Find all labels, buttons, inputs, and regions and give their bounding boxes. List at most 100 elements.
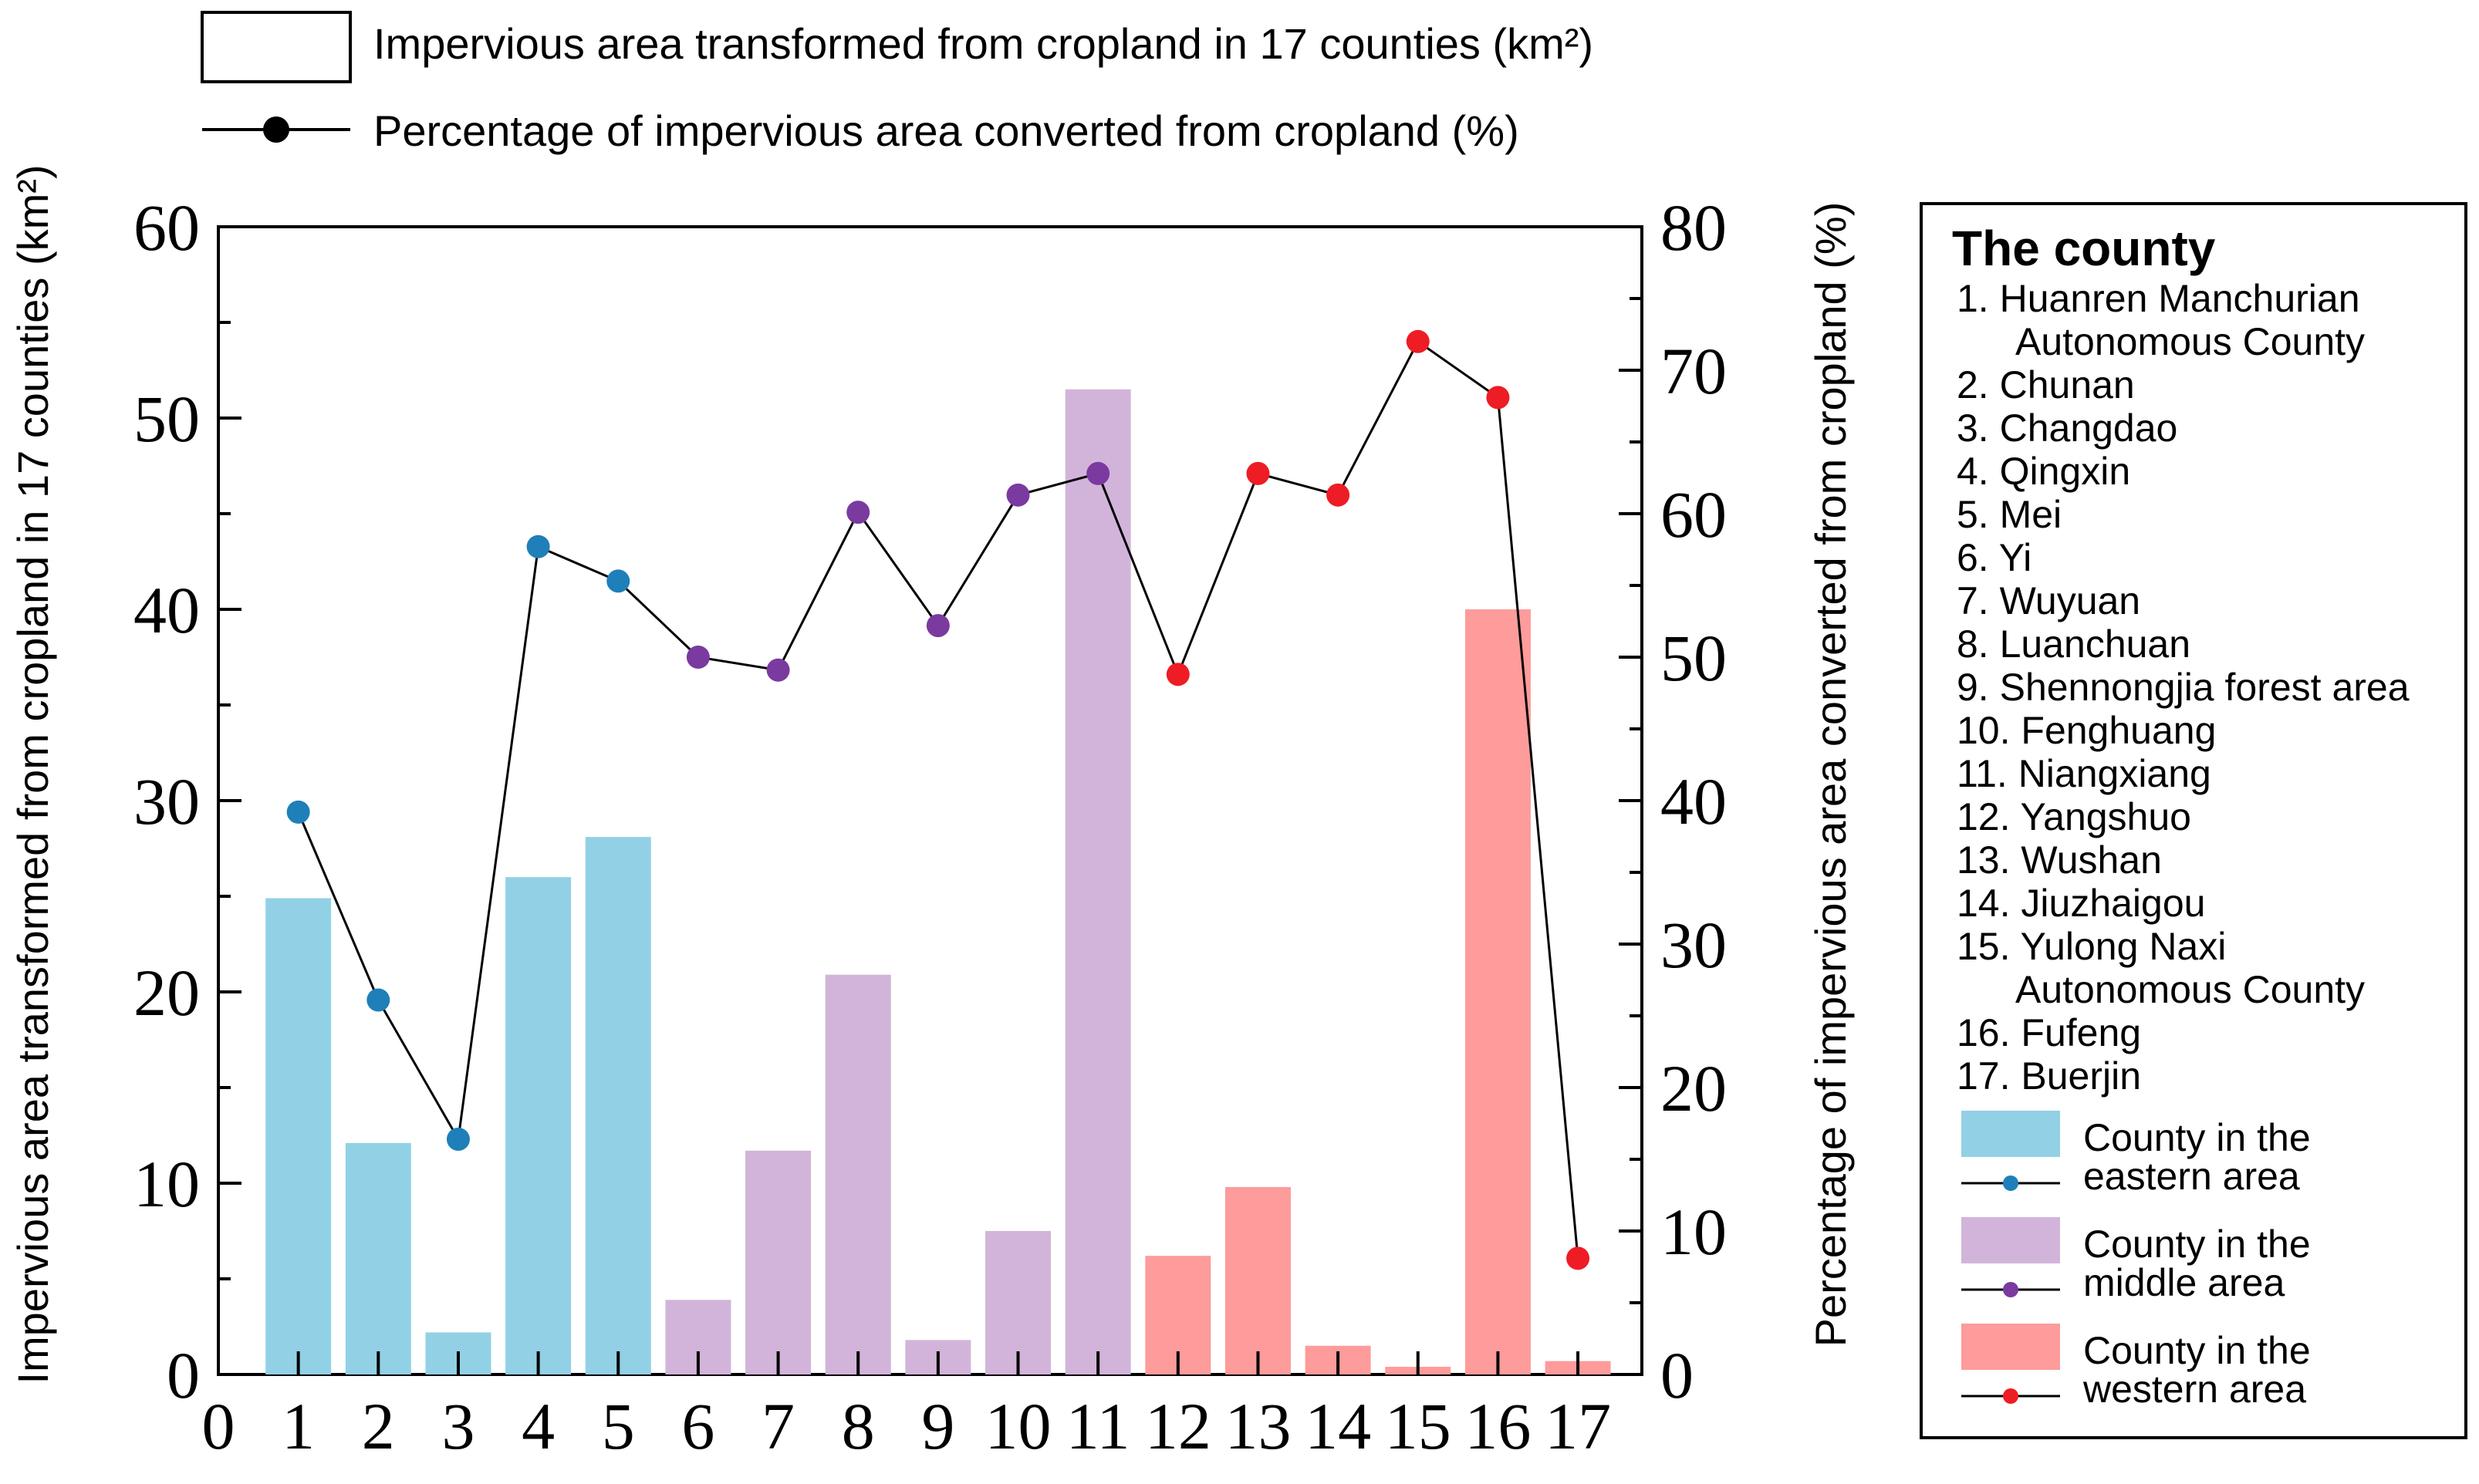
x-tick-label: 0: [202, 1389, 235, 1463]
region-label-line2: eastern area: [2083, 1155, 2300, 1198]
county-entry: 12. Yangshuo: [1957, 795, 2191, 838]
point-county-11: [1086, 461, 1110, 485]
region-label-line1: County in the: [2083, 1116, 2311, 1159]
region-label-line2: western area: [2082, 1368, 2306, 1411]
bars: [265, 389, 1611, 1374]
x-tick-label: 10: [985, 1389, 1052, 1463]
y2-tick-label: 50: [1660, 621, 1727, 695]
y-axis-title: Impervious area transformed from croplan…: [8, 164, 57, 1384]
bar-county-11: [1065, 389, 1131, 1374]
point-county-2: [366, 988, 390, 1012]
county-entry: 8. Luanchuan: [1957, 622, 2190, 666]
point-county-16: [1486, 386, 1510, 410]
county-entry-continuation: Autonomous County: [2015, 968, 2365, 1011]
county-entry: 2. Chunan: [1957, 363, 2135, 406]
side-legend: The county 1. Huanren ManchurianAutonomo…: [1920, 202, 2467, 1439]
point-county-10: [1006, 483, 1030, 507]
x-tick-label: 9: [921, 1389, 954, 1463]
y-tick-label: 10: [133, 1147, 200, 1221]
y-tick-label: 40: [133, 573, 200, 647]
y2-tick-label: 0: [1660, 1338, 1694, 1412]
y2-tick-label: 20: [1660, 1051, 1727, 1125]
bar-county-13: [1224, 1186, 1291, 1374]
county-entry: 7. Wuyuan: [1957, 579, 2140, 622]
point-county-1: [286, 800, 310, 824]
region-bar-swatch: [1961, 1217, 2060, 1263]
bar-county-16: [1464, 609, 1531, 1374]
county-entry: 9. Shennongjia forest area: [1957, 666, 2410, 709]
y2-tick-label: 30: [1660, 908, 1727, 982]
y2-tick-label: 10: [1660, 1195, 1727, 1269]
x-tick-label: 7: [762, 1389, 795, 1463]
plot-border: [217, 225, 1643, 1376]
point-county-15: [1406, 329, 1430, 353]
region-dot-swatch: [2003, 1175, 2018, 1191]
bar-county-7: [745, 1150, 812, 1374]
side-legend-title: The county: [1952, 221, 2216, 276]
x-tick-label: 11: [1066, 1389, 1130, 1463]
top-legend-bar-swatch: [201, 11, 352, 83]
top-legend: Impervious area transformed from croplan…: [201, 11, 1593, 155]
point-county-9: [926, 614, 950, 638]
x-tick-label: 1: [282, 1389, 315, 1463]
region-label-line2: middle area: [2083, 1261, 2285, 1304]
bar-county-10: [985, 1231, 1052, 1374]
x-tick-label: 2: [362, 1389, 395, 1463]
county-entry: 14. Jiuzhaigou: [1957, 882, 2205, 925]
x-tick-label: 17: [1545, 1389, 1611, 1463]
point-county-13: [1246, 461, 1270, 485]
county-entry: 10. Fenghuang: [1957, 709, 2216, 752]
x-tick-label: 5: [602, 1389, 635, 1463]
top-legend-bar-label: Impervious area transformed from croplan…: [373, 19, 1593, 68]
bar-county-4: [505, 877, 572, 1374]
x-tick-label: 4: [522, 1389, 555, 1463]
region-dot-swatch: [2003, 1388, 2018, 1404]
x-tick-label: 13: [1224, 1389, 1291, 1463]
point-county-3: [446, 1127, 470, 1151]
bar-county-8: [825, 974, 891, 1374]
y2-tick-label: 60: [1660, 477, 1727, 551]
region-label-line1: County in the: [2083, 1223, 2311, 1266]
county-entry: 6. Yi: [1957, 536, 2031, 579]
y2-axis-title: Percentage of impervious area converted …: [1806, 202, 1855, 1347]
top-legend-line-label: Percentage of impervious area converted …: [373, 106, 1519, 155]
county-entry-continuation: Autonomous County: [2015, 320, 2365, 363]
y2-tick-label: 40: [1660, 764, 1727, 838]
x-tick-label: 8: [842, 1389, 875, 1463]
x-tick-label: 15: [1385, 1389, 1451, 1463]
county-entry: 4. Qingxin: [1957, 450, 2130, 493]
point-county-8: [846, 501, 870, 524]
bar-county-5: [585, 837, 651, 1374]
region-label-line1: County in the: [2083, 1329, 2311, 1372]
bar-county-2: [345, 1142, 411, 1374]
plot-frame: [217, 225, 1643, 1376]
x-tick-label: 12: [1145, 1389, 1211, 1463]
point-county-14: [1326, 483, 1350, 507]
point-county-4: [526, 535, 550, 558]
county-entry: 13. Wushan: [1957, 838, 2162, 882]
y-tick-label: 30: [133, 764, 200, 838]
county-entry: 17. Buerjin: [1957, 1054, 2141, 1098]
side-legend-frame: [1920, 202, 2467, 1439]
percentage-line: [286, 329, 1590, 1270]
y2-tick-label: 70: [1660, 334, 1727, 408]
county-entry: 15. Yulong Naxi: [1957, 925, 2226, 968]
x-tick-label: 14: [1305, 1389, 1371, 1463]
region-dot-swatch: [2003, 1282, 2018, 1297]
x-tick-label: 6: [681, 1389, 714, 1463]
y-tick-label: 60: [133, 191, 200, 265]
y-tick-label: 50: [133, 382, 200, 456]
bar-county-1: [265, 898, 332, 1374]
y-tick-label: 0: [167, 1338, 200, 1412]
x-tick-label: 3: [441, 1389, 475, 1463]
point-county-17: [1566, 1246, 1590, 1270]
county-entry: 11. Niangxiang: [1957, 752, 2211, 795]
y-tick-label: 20: [133, 956, 200, 1030]
y2-tick-label: 80: [1660, 191, 1727, 265]
point-county-6: [686, 646, 710, 669]
county-entry: 3. Changdao: [1957, 406, 2177, 450]
